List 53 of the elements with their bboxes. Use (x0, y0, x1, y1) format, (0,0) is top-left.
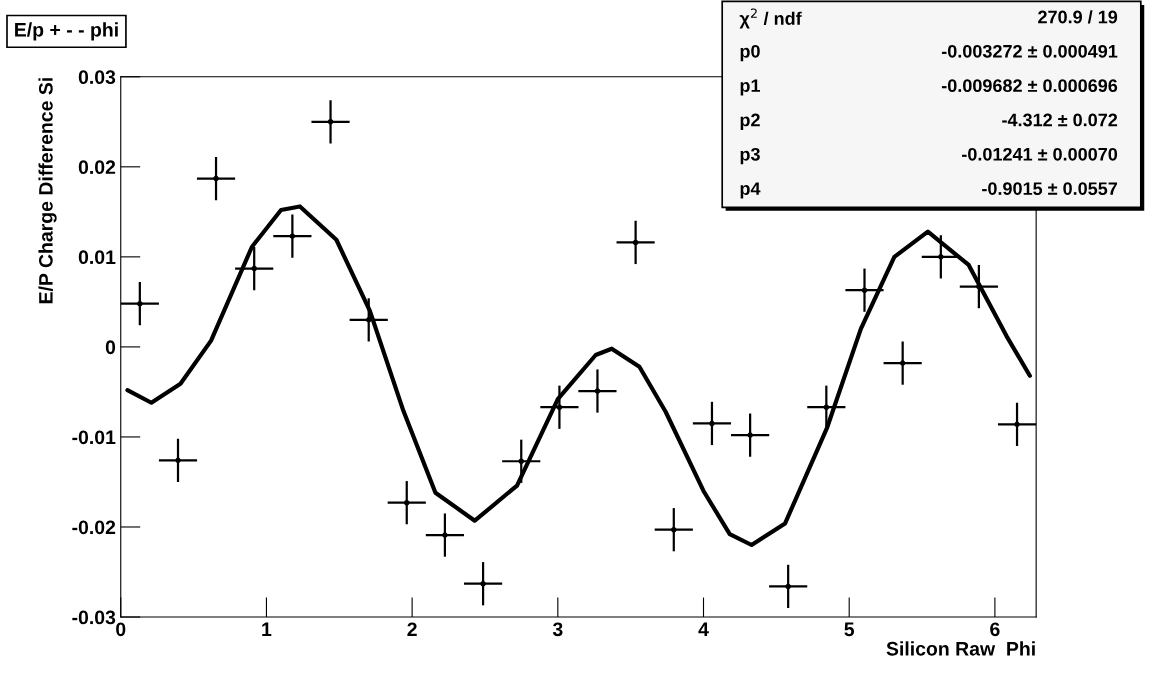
point (137, 300, 143, 307)
point (175, 457, 181, 464)
x-tick-label: 3 (552, 622, 563, 637)
text: 270.9 / 19 (1038, 10, 1118, 24)
x-tick-label: 2 (407, 622, 417, 636)
text: χ$^{2}$ / ndf (739, 8, 802, 29)
x-tick-label: 4 (698, 622, 709, 636)
x-tick-label: 5 (844, 622, 855, 637)
point (251, 265, 257, 272)
point (365, 317, 372, 323)
y-tick-label: -0.02 (72, 520, 116, 535)
y-axis-title: E/P Charge Difference Si (38, 78, 57, 304)
point (213, 175, 219, 182)
point (556, 404, 563, 411)
point (785, 583, 791, 590)
point (594, 388, 601, 394)
point (289, 233, 296, 239)
y-tick-label: 0.02 (78, 160, 116, 175)
x-tick-label: 6 (990, 622, 1000, 637)
annotation: p4 (740, 182, 761, 199)
y-tick-label: 0.03 (78, 70, 116, 85)
point (938, 254, 944, 260)
point (861, 287, 868, 293)
y-tick-label: -0.01 (72, 430, 116, 445)
point (709, 420, 715, 427)
point (899, 360, 906, 366)
y-tick-label: 0.01 (78, 250, 116, 265)
annotation: -0.01241 ± 0.00070 (962, 147, 1118, 161)
text: -0.003272 ± 0.000491 (941, 44, 1118, 58)
point (632, 239, 639, 246)
point (747, 432, 753, 438)
chart-title: E/p + - - phi (15, 22, 118, 41)
point (671, 526, 677, 533)
point (518, 458, 525, 465)
point (1014, 421, 1020, 428)
point (442, 532, 448, 538)
line-series (125, 204, 1032, 548)
annotation: -0.9015 ± 0.0557 (982, 182, 1118, 195)
annotation: -0.009682 ± 0.000696 (941, 79, 1118, 93)
point (327, 119, 334, 125)
text: p0 (740, 44, 760, 62)
y-tick-label: -0.03 (72, 610, 116, 625)
annotation: p3 (740, 147, 760, 165)
annotation: -4.312 ± 0.072 (1002, 113, 1118, 127)
annotation: p2 (740, 113, 760, 130)
annotation: p1 (740, 79, 761, 96)
y-tick-label: 0 (105, 340, 116, 355)
x-tick-label: 1 (262, 622, 272, 636)
point (403, 499, 410, 506)
point (480, 580, 486, 587)
point (823, 404, 830, 411)
x-tick-label: 0 (116, 622, 126, 637)
x-axis-title: Silicon Raw Phi (886, 641, 1035, 656)
